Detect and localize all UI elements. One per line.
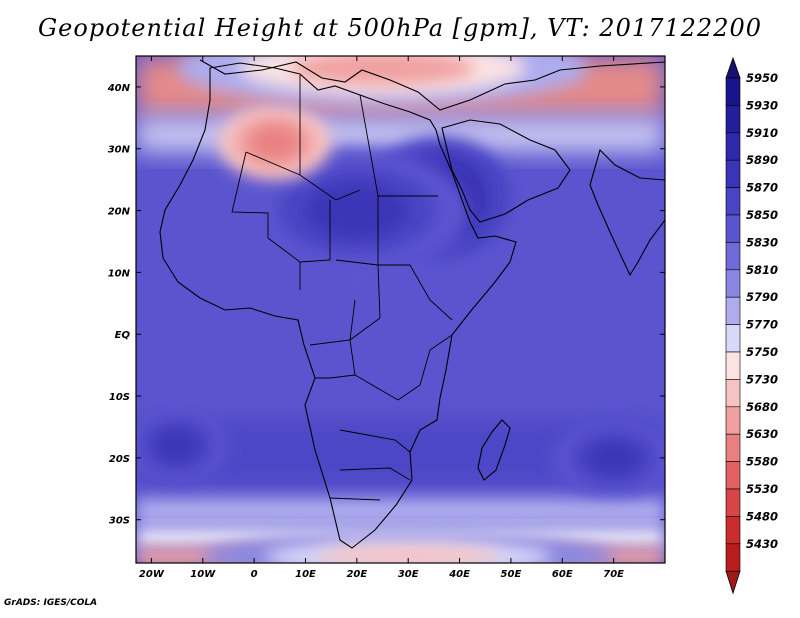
field-band-south-transition [136,498,665,526]
field-feature-low-mediterranean [177,56,588,106]
colorbar-label-5950: 5950 [746,71,778,85]
field-contour-5890 [153,428,201,463]
x-tick-label: 60E [552,569,573,580]
x-tick-label: 40E [448,569,470,580]
axis-ticks: 20W 10W 0 10E 20E 30E 40E 50E 60E 70E 40N 30N 20N 10N… [107,56,665,580]
colorbar-label-5730: 5730 [746,372,778,386]
colorbar-label-5530: 5530 [746,482,778,496]
colorbar-bottom-arrow [725,570,741,595]
india-coastline [589,148,665,277]
field-feature-low-algeria [218,105,332,180]
colorbar-swatch-5790 [725,296,741,325]
colorbar-label-5790: 5790 [746,290,778,304]
coastlines-and-borders [159,59,665,549]
colorbar-swatch-5830 [725,242,741,271]
colorbar-swatch-5480 [725,516,741,545]
colorbar-swatch-5850 [725,214,741,243]
colorbar-label-5830: 5830 [746,235,778,249]
africa-coastline [159,62,517,549]
colorbar-swatch-5730 [725,379,741,408]
colorbar-swatch-5530 [725,488,741,517]
field-contour-5700 [290,56,475,86]
colorbar-swatch-5770 [725,324,741,353]
madagascar-coastline [477,419,511,481]
field-contour-5880 [585,441,642,475]
x-tick-label: 0 [251,569,258,580]
x-tick-label: 70E [603,569,624,580]
colorbar-swatch-5950 [725,77,741,106]
y-tick-label: EQ [115,330,131,341]
x-tick-label: 30E [398,569,419,580]
europe-coastline [199,59,665,111]
colorbar-label-5910: 5910 [746,126,778,140]
x-tick-label: 10E [295,569,316,580]
y-tick-label: 10S [109,392,130,403]
colorbar-label-5930: 5930 [746,98,778,112]
colorbar-label-5630: 5630 [746,427,778,441]
y-tick-label: 30S [109,516,130,527]
y-tick-label: 20N [108,207,131,218]
field-feature-trough-southern [202,532,614,563]
country-borders [231,75,453,501]
x-tick-label: 10W [190,569,216,580]
x-tick-label: 20E [346,569,367,580]
credit-label: GrADS: IGES/COLA [4,598,98,608]
y-tick-label: 30N [108,145,131,156]
colorbar-swatch-5580 [725,461,741,490]
colorbar-swatch-5930 [725,105,741,134]
colorbar-label-5750: 5750 [746,345,778,359]
field-feature-high-south-indian [552,420,665,495]
colorbar-label-5480: 5480 [746,509,778,523]
colorbar-label-5890: 5890 [746,153,778,167]
page-title: Geopotential Height at 500hPa [gpm], VT:… [38,14,762,42]
field-contour-5630 [249,125,301,160]
colorbar-swatch-5430 [725,543,741,572]
colorbar-swatch-5870 [725,187,741,216]
y-tick-label: 10N [108,268,131,279]
colorbar-swatch-5810 [725,269,741,298]
x-tick-label: 50E [501,569,522,580]
colorbar-label-5430: 5430 [746,537,778,551]
arabia-coastline [441,119,571,223]
y-tick-label: 40N [107,83,131,94]
colorbar-label-5810: 5810 [746,263,778,277]
colorbar-swatch-5910 [725,132,741,161]
colorbar-label-5580: 5580 [746,455,778,469]
field-contour-5720 [315,545,501,563]
colorbar-label-5680: 5680 [746,400,778,414]
colorbar-swatch-5630 [725,433,741,462]
y-tick-label: 20S [109,454,130,465]
colorbar-swatch-5890 [725,159,741,188]
plot-frame [135,55,666,564]
colorbar-top-arrow [725,56,741,79]
field-feature-high-south-atlantic [136,408,229,483]
colorbar-label-5870: 5870 [746,181,778,195]
colorbar-swatch-5680 [725,406,741,435]
colorbar: 5950 5930 5910 5890 5870 5850 5830 5810 5790 5770… [725,56,778,595]
colorbar-label-5770: 5770 [746,318,778,332]
x-tick-label: 20W [139,569,165,580]
colorbar-label-5850: 5850 [746,208,778,222]
colorbar-swatch-5750 [725,351,741,380]
